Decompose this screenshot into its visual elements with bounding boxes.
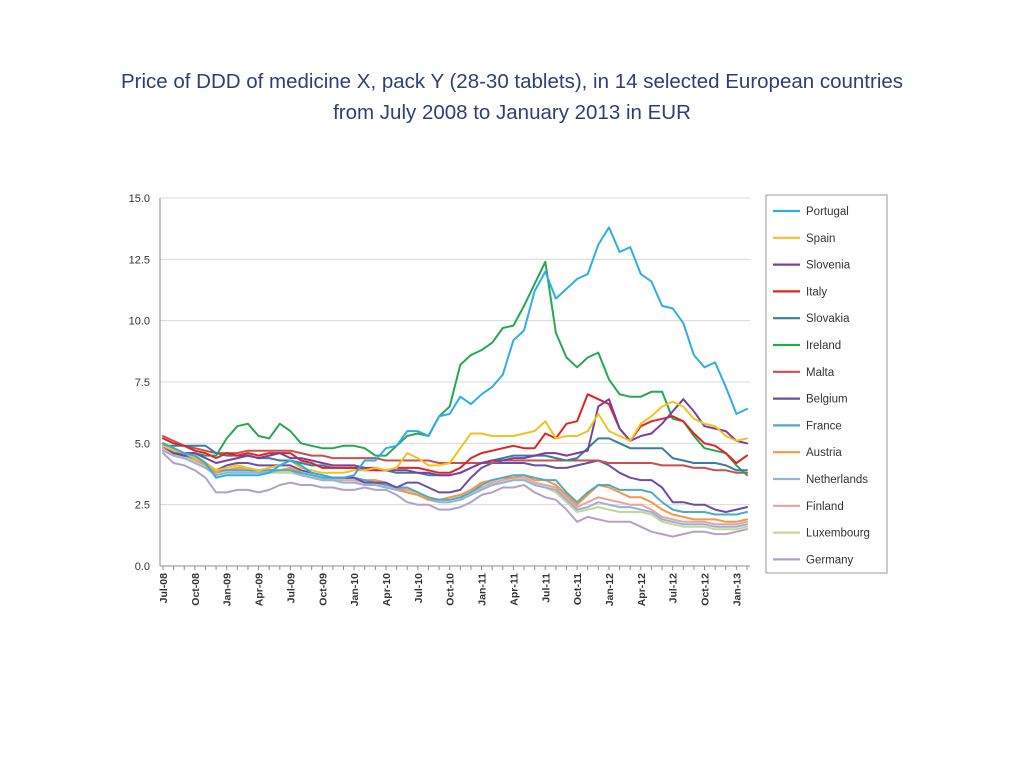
x-tick-label: Jul-09: [285, 573, 297, 604]
legend-label-netherlands: Netherlands: [806, 474, 868, 486]
y-tick-label: 15.0: [129, 193, 150, 205]
legend-label-slovakia: Slovakia: [806, 313, 850, 325]
x-tick-label: Jul-08: [158, 573, 170, 604]
series-line-belgium: [162, 444, 748, 513]
x-tick-label: Jan-10: [349, 573, 361, 606]
legend-label-slovenia: Slovenia: [806, 260, 851, 272]
legend-label-finland: Finland: [806, 501, 844, 513]
legend-label-belgium: Belgium: [806, 394, 848, 406]
x-tick-label: Oct-08: [190, 573, 202, 606]
x-tick-label: Oct-12: [700, 573, 712, 606]
legend-label-portugal: Portugal: [806, 206, 849, 218]
x-tick-label: Jan-12: [604, 573, 616, 606]
x-tick-label: Jul-11: [540, 573, 552, 603]
legend-label-germany: Germany: [806, 554, 854, 566]
x-tick-label: Jan-13: [731, 573, 743, 606]
x-tick-label: Jul-12: [668, 573, 680, 604]
series-line-ireland: [162, 260, 748, 477]
x-tick-label: Oct-10: [445, 573, 457, 606]
legend-label-malta: Malta: [806, 367, 835, 379]
series-line-portugal: [162, 226, 748, 479]
x-tick-label: Jul-10: [413, 573, 425, 604]
series-line-italy: [162, 393, 748, 474]
series-line-netherlands: [162, 449, 748, 528]
x-tick-label: Oct-09: [317, 573, 329, 606]
y-tick-label: 7.5: [135, 377, 150, 389]
x-tick-label: Apr-12: [636, 573, 648, 606]
x-tick-label: Apr-09: [254, 573, 266, 606]
x-tick-label: Jan-09: [222, 573, 234, 606]
axes: 0.0 2.5 5.0 7.5 10.0 12.5 15.0 Jul-08 Oct-08 Jan-…: [129, 193, 750, 606]
x-tick-label: Oct-11: [572, 573, 584, 605]
y-tick-label: 10.0: [129, 316, 150, 328]
y-tick-label: 0.0: [135, 561, 150, 573]
legend-label-ireland: Ireland: [806, 340, 841, 352]
series-lines: [162, 226, 748, 538]
legend-label-italy: Italy: [806, 286, 827, 298]
series-line-germany: [162, 452, 748, 538]
slide-title: Price of DDD of medicine X, pack Y (28-3…: [40, 66, 984, 128]
title-line-1: Price of DDD of medicine X, pack Y (28-3…: [120, 70, 904, 93]
series-line-spain: [162, 400, 748, 474]
legend-box: [765, 194, 888, 574]
legend: Portugal Spain Slovenia Italy Slovakia Irelan…: [765, 194, 888, 574]
y-tick-label: 12.5: [129, 254, 150, 266]
x-tick-label: Apr-10: [381, 573, 393, 606]
grid-lines: [160, 197, 750, 506]
legend-label-luxembourg: Luxembourg: [806, 528, 870, 540]
legend-label-spain: Spain: [806, 233, 835, 245]
x-tick-label: Apr-11: [508, 573, 520, 606]
series-line-malta: [162, 435, 748, 474]
y-tick-label: 2.5: [135, 500, 150, 512]
y-tick-label: 5.0: [135, 438, 150, 450]
series-line-slovenia: [162, 398, 748, 477]
legend-label-austria: Austria: [806, 447, 842, 459]
x-tick-label: Jan-11: [477, 573, 489, 606]
title-line-2: from July 2008 to January 2013 in EUR: [333, 101, 691, 124]
legend-label-france: France: [806, 420, 842, 432]
